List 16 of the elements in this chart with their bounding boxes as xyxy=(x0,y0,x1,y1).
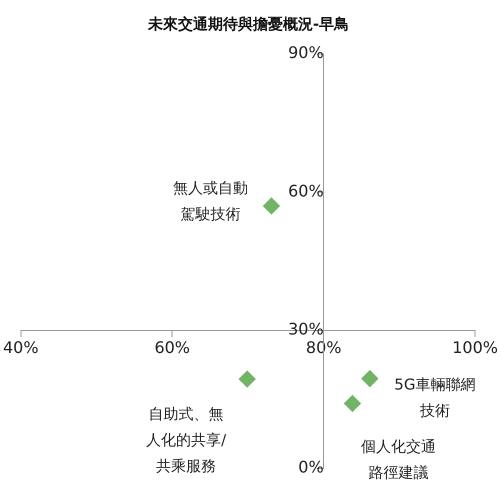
annotation: 個人化交通路徑建議 xyxy=(360,437,436,481)
point xyxy=(361,370,378,388)
annotation: 無人或自動駕駛技術 xyxy=(172,178,248,223)
point xyxy=(238,370,256,388)
annotation: 5G車輛聯網技術 xyxy=(394,376,476,420)
chart-title: 未來交通期待與擔憂概況-早鳥 xyxy=(146,14,350,33)
point xyxy=(344,394,361,412)
y-tick-label: 60% xyxy=(288,181,324,200)
y-tick-label: 90% xyxy=(288,43,324,62)
annotation: 自助式、無人化的共享/共乘服務 xyxy=(146,404,228,475)
x-tick-label: 60% xyxy=(154,338,190,358)
y-tick-label: 30% xyxy=(288,319,324,338)
x-tick-label: 100% xyxy=(452,338,498,358)
x-tick-label: 40% xyxy=(3,338,39,358)
point xyxy=(262,197,280,214)
y-tick-label: 0% xyxy=(298,458,324,477)
